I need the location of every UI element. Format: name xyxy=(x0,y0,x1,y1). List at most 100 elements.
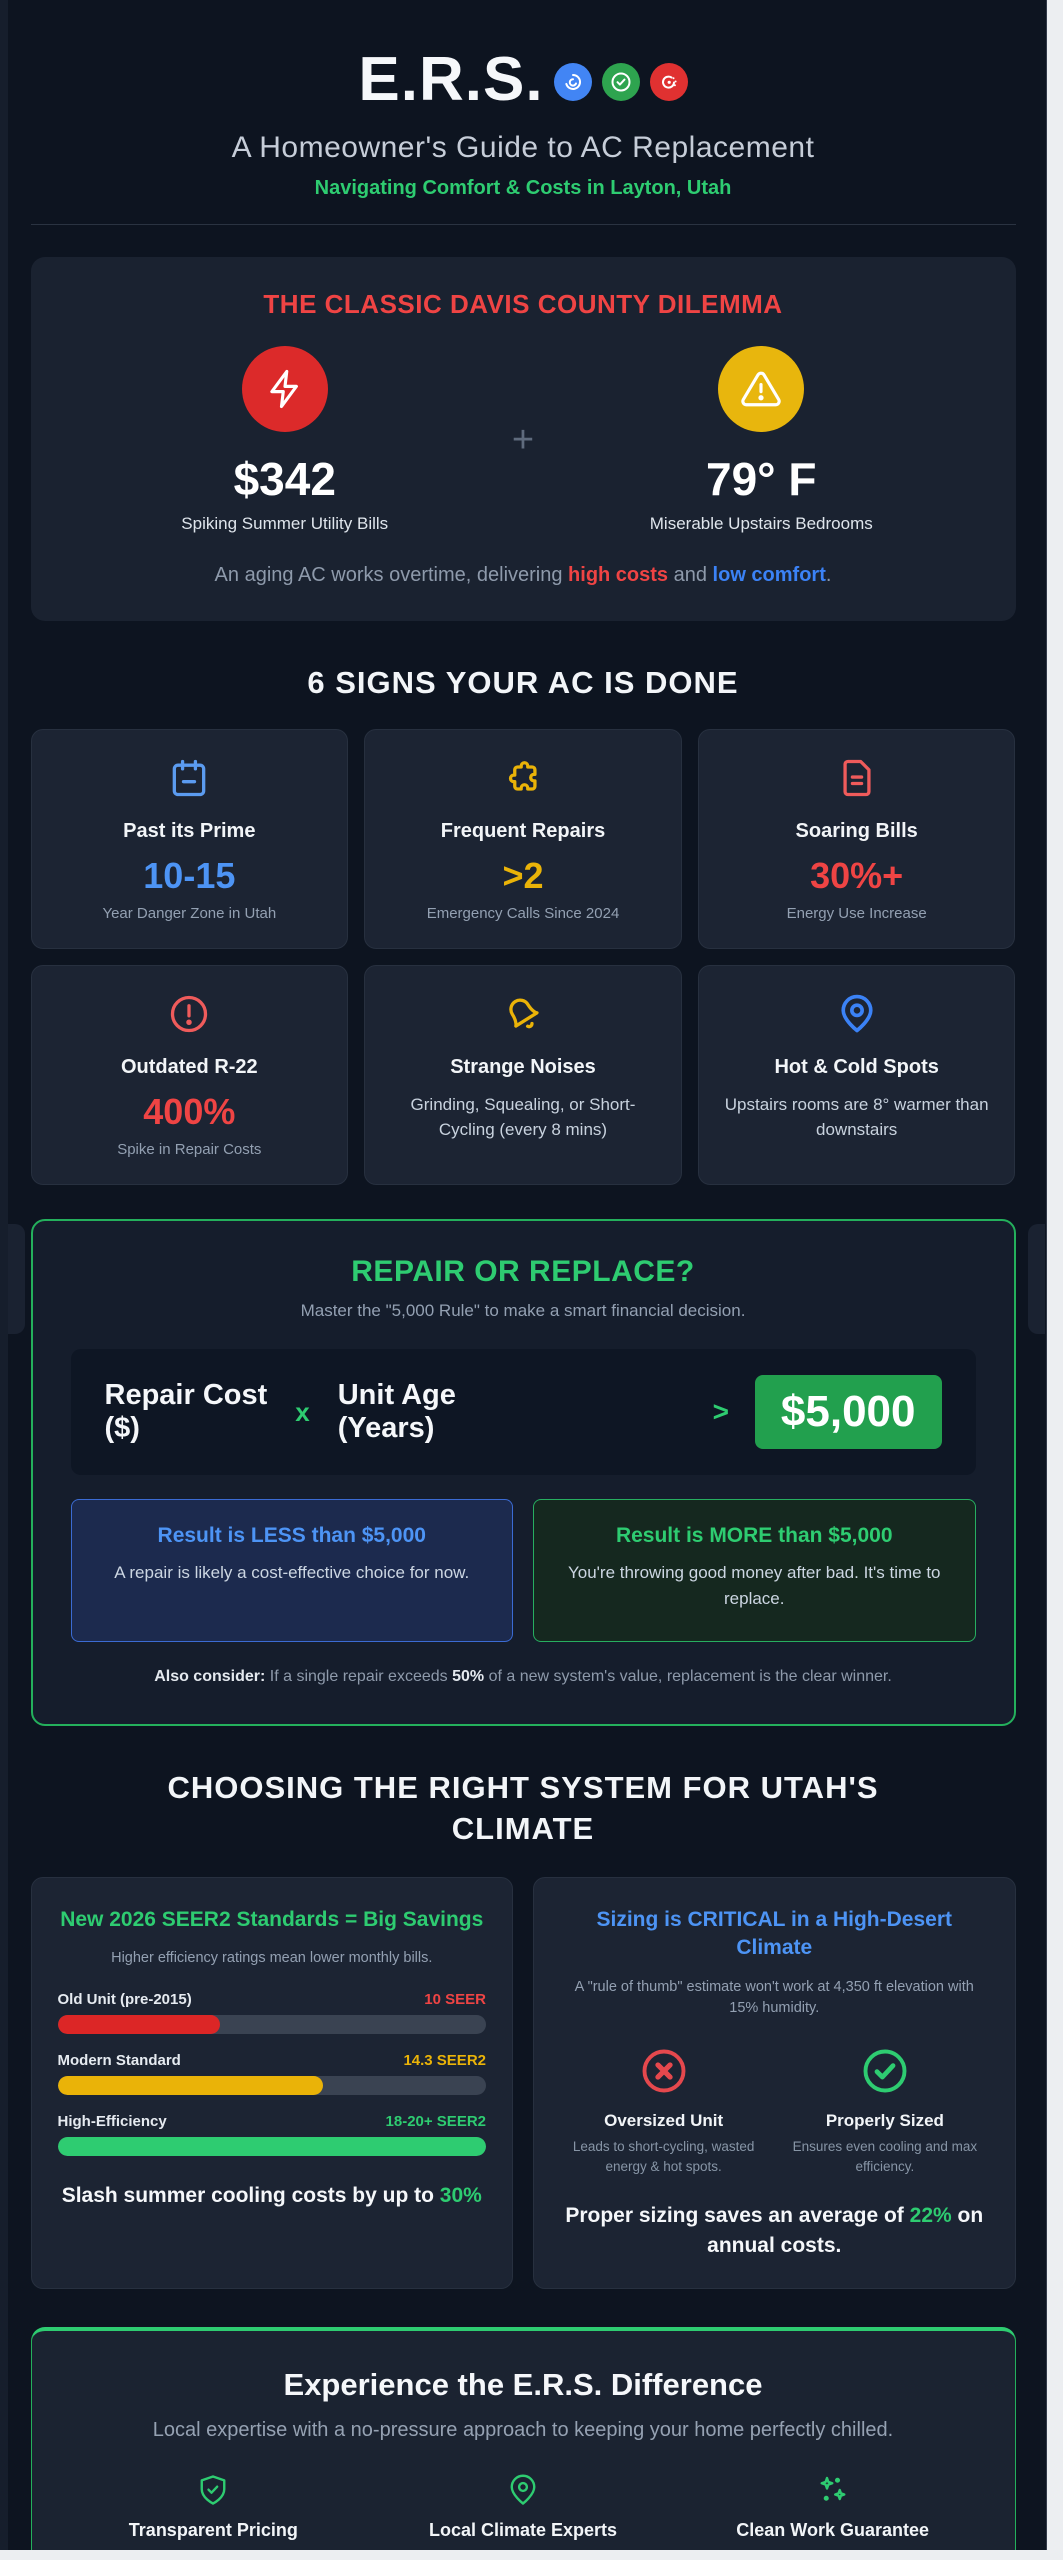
stat-label: Spiking Summer Utility Bills xyxy=(181,514,389,533)
signs-grid: Past its Prime 10-15 Year Danger Zone in… xyxy=(30,729,1016,1186)
sizing-option-oversized: Oversized Unit Leads to short-cycling, w… xyxy=(560,2045,767,2178)
dilemma-summary: An aging AC works overtime, delivering h… xyxy=(67,564,980,587)
sign-label: Spike in Repair Costs xyxy=(117,1141,262,1159)
formula-bar: Repair Cost ($) x Unit Age (Years) > $5,… xyxy=(70,1349,976,1476)
sizing-option-title: Oversized Unit xyxy=(604,2110,724,2130)
sizing-footer: Proper sizing saves an average of 22% on… xyxy=(560,2201,989,2260)
stat-value: 79° F xyxy=(706,453,817,505)
sizing-option-body: Ensures even cooling and max efficiency. xyxy=(792,2138,978,2174)
bar-track xyxy=(57,2137,486,2157)
sign-label: Year Danger Zone in Utah xyxy=(102,905,277,923)
title-row: E.R.S. xyxy=(31,44,1016,115)
bar-label: High-Efficiency xyxy=(57,2113,167,2131)
sizing-footer-percent: 22% xyxy=(909,2204,952,2228)
sizing-option-body: Leads to short-cycling, wasted energy & … xyxy=(572,2138,755,2174)
feature-body: We leave your home as clean as we found … xyxy=(691,2548,975,2551)
summary-text: An aging AC works overtime, delivering xyxy=(214,564,569,586)
file-text-icon xyxy=(717,756,997,800)
sparkles-icon xyxy=(691,2472,975,2508)
sign-card-hot-cold-spots: Hot & Cold Spots Upstairs rooms are 8° w… xyxy=(697,965,1016,1186)
sign-value: 400% xyxy=(143,1091,236,1133)
sign-value: >2 xyxy=(502,855,544,897)
calendar-icon xyxy=(50,756,330,800)
dilemma-title: THE CLASSIC DAVIS COUNTY DILEMMA xyxy=(263,289,783,319)
feature-title: Transparent Pricing xyxy=(128,2519,298,2540)
sizing-options: Oversized Unit Leads to short-cycling, w… xyxy=(560,2045,989,2178)
bar-rating: 10 SEER xyxy=(424,1991,486,2009)
features-row: Transparent Pricing Clear 2026 cost brea… xyxy=(72,2472,975,2550)
sign-card-outdated-r22: Outdated R-22 400% Spike in Repair Costs xyxy=(30,965,349,1186)
feature-clean-work-guarantee: Clean Work Guarantee We leave your home … xyxy=(691,2472,975,2550)
sign-title: Past its Prime xyxy=(123,820,256,843)
summary-high-costs: high costs xyxy=(568,564,669,586)
stat-upstairs-temp: 79° F Miserable Upstairs Bedrooms xyxy=(543,346,980,534)
shield-check-icon xyxy=(72,2472,356,2508)
header-divider xyxy=(30,224,1016,225)
feature-body: Clear 2026 cost breakdowns with no sneak… xyxy=(72,2548,356,2551)
signs-heading: 6 SIGNS YOUR AC IS DONE xyxy=(307,665,739,700)
sizing-option-title: Properly Sized xyxy=(825,2110,944,2130)
sign-title: Strange Noises xyxy=(450,1056,596,1079)
bar-label: Modern Standard xyxy=(57,2052,181,2070)
formula-term-line: Repair Cost xyxy=(104,1378,268,1411)
outcome-less-box: Result is LESS than $5,000 A repair is l… xyxy=(70,1499,513,1643)
check-circle-icon xyxy=(781,2045,988,2097)
check-badge-icon xyxy=(601,62,640,101)
seer-footer: Slash summer cooling costs by up to 30% xyxy=(58,2182,487,2210)
alert-triangle-icon xyxy=(718,346,805,432)
seer-bar-old-unit: Old Unit (pre-2015) 10 SEER xyxy=(57,1991,486,2035)
formula-unit-age: Unit Age (Years) xyxy=(338,1379,456,1446)
sign-label: Emergency Calls Since 2024 xyxy=(426,905,620,923)
page-subtitle: A Homeowner's Guide to AC Replacement xyxy=(231,131,815,164)
bar-track xyxy=(57,2015,486,2035)
rule-title: REPAIR OR REPLACE? xyxy=(351,1255,695,1289)
feature-title: Clean Work Guarantee xyxy=(736,2519,930,2540)
heat-badge-icon xyxy=(649,62,688,101)
sign-card-strange-noises: Strange Noises Grinding, Squealing, or S… xyxy=(364,965,682,1186)
decorative-sliver xyxy=(1028,1224,1045,1334)
page-tagline: Navigating Comfort & Costs in Layton, Ut… xyxy=(314,177,732,199)
dilemma-stats-row: $342 Spiking Summer Utility Bills + 79° … xyxy=(67,346,980,534)
footer-title: Experience the E.R.S. Difference xyxy=(283,2366,763,2402)
sign-title: Frequent Repairs xyxy=(440,820,606,843)
rule-subtitle: Master the "5,000 Rule" to make a smart … xyxy=(300,1301,746,1321)
decorative-sliver xyxy=(8,1224,25,1334)
formula-term-line: ($) xyxy=(104,1412,140,1445)
bell-icon xyxy=(383,992,663,1036)
bar-label: Old Unit (pre-2015) xyxy=(57,1991,192,2009)
outcome-body: You're throwing good money after bad. It… xyxy=(567,1563,941,1608)
seer-bars: Old Unit (pre-2015) 10 SEER Modern Stand… xyxy=(57,1991,486,2157)
puzzle-icon xyxy=(383,756,663,800)
sizing-footer-text: Proper sizing saves an average of xyxy=(565,2204,910,2228)
feature-transparent-pricing: Transparent Pricing Clear 2026 cost brea… xyxy=(72,2472,356,2550)
sign-title: Hot & Cold Spots xyxy=(774,1056,939,1079)
note-text: of a new system's value, replacement is … xyxy=(484,1668,892,1686)
sign-value: 10-15 xyxy=(143,855,236,897)
sizing-card-subtitle: A "rule of thumb" estimate won't work at… xyxy=(574,1978,974,2016)
feature-body: Systems optimized for Layton's unique hi… xyxy=(381,2548,665,2551)
cooling-badge-icon xyxy=(553,62,592,101)
rule-outcomes: Result is LESS than $5,000 A repair is l… xyxy=(70,1499,976,1643)
outcome-title: Result is MORE than $5,000 xyxy=(615,1524,893,1548)
zap-icon xyxy=(241,346,328,432)
alert-circle-icon xyxy=(50,992,330,1036)
formula-term-line: (Years) xyxy=(337,1412,435,1445)
feature-local-climate-experts: Local Climate Experts Systems optimized … xyxy=(381,2472,665,2550)
note-label: Also consider: xyxy=(154,1668,266,1686)
note-text: If a single repair exceeds xyxy=(265,1668,453,1686)
sign-title: Soaring Bills xyxy=(795,820,918,843)
multiply-operator: x xyxy=(295,1396,310,1427)
outcome-more-box: Result is MORE than $5,000 You're throwi… xyxy=(533,1499,976,1643)
dilemma-card: THE CLASSIC DAVIS COUNTY DILEMMA $342 Sp… xyxy=(30,257,1016,621)
threshold-amount: $5,000 xyxy=(754,1375,942,1450)
sign-value: 30%+ xyxy=(810,855,904,897)
stat-value: $342 xyxy=(233,453,336,505)
sizing-option-properly-sized: Properly Sized Ensures even cooling and … xyxy=(781,2045,988,2178)
stat-utility-bills: $342 Spiking Summer Utility Bills xyxy=(67,346,504,534)
summary-low-comfort: low comfort xyxy=(712,564,826,586)
sign-title: Outdated R-22 xyxy=(120,1056,258,1079)
greater-than-operator: > xyxy=(712,1396,729,1428)
bar-track xyxy=(57,2076,486,2096)
seer-footer-percent: 30% xyxy=(439,2184,482,2208)
